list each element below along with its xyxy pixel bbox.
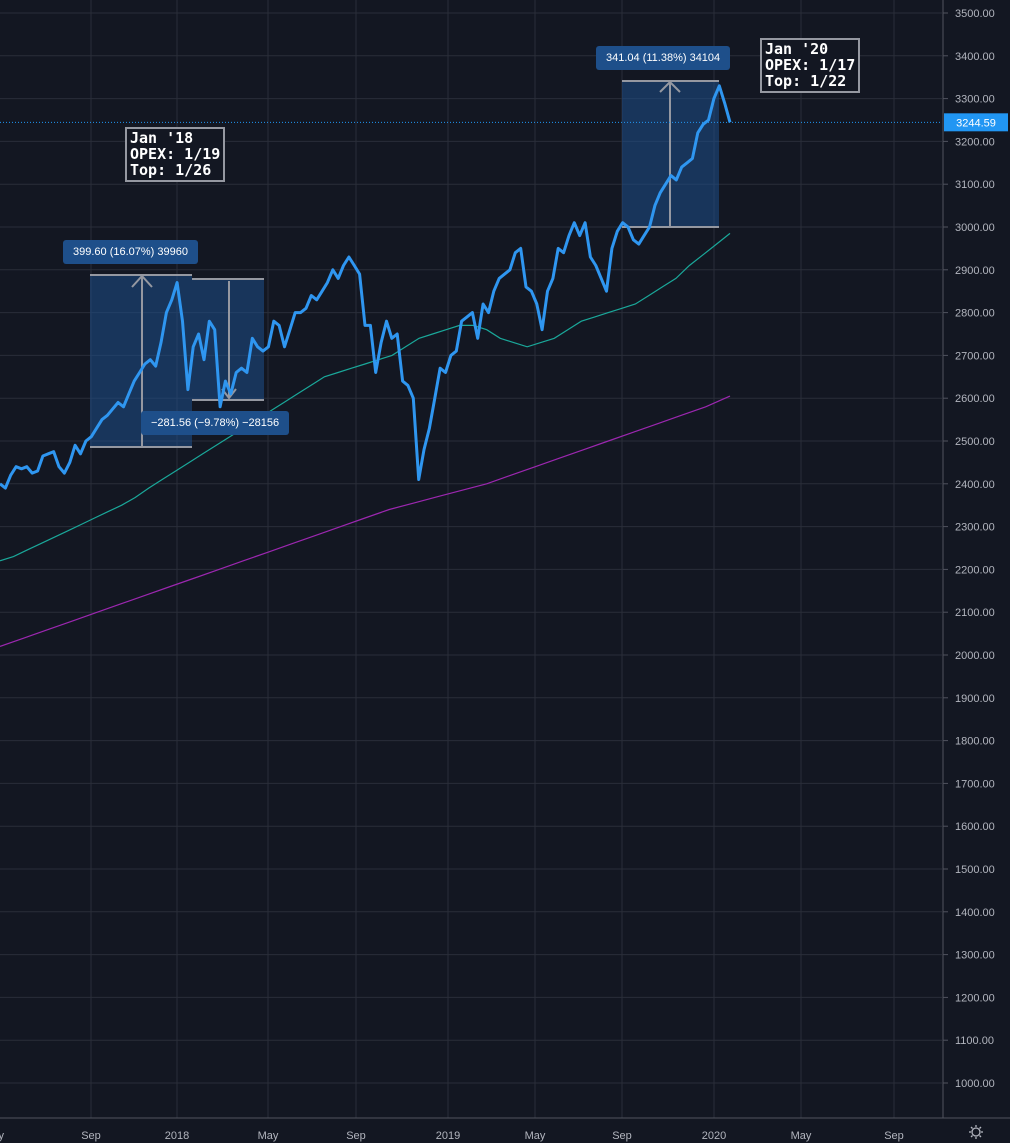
price-tick-label: 3200.00 (955, 136, 995, 148)
price-tick-label: 1100.00 (955, 1035, 994, 1047)
price-tick-label: 2300.00 (955, 522, 995, 534)
price-tick-label: 3400.00 (955, 51, 995, 63)
price-tick-label: 3100.00 (955, 179, 995, 191)
price-tick-label: 2000.00 (955, 650, 995, 662)
horizontal-gridlines (0, 12, 942, 1084)
price-tick-label: 1200.00 (955, 992, 995, 1004)
time-axis[interactable]: ay Sep 2018 May Sep 2019 May Sep 2020 May Sep (0, 1130, 904, 1142)
range-label-2018-up: 399.60 (16.07%) 39960 (63, 240, 198, 264)
note-jan-2020[interactable]: Jan '20 OPEX: 1/17 Top: 1/22 (760, 38, 861, 93)
time-tick-label: May (525, 1130, 546, 1142)
price-tick-label: 2800.00 (955, 308, 995, 320)
price-tick-label: 2900.00 (955, 265, 995, 277)
price-tick-label: 2100.00 (955, 607, 995, 619)
price-tick-label: 1600.00 (955, 821, 995, 833)
price-tick-label: 1800.00 (955, 736, 995, 748)
time-tick-label: ay (0, 1130, 4, 1142)
price-line (0, 84, 732, 490)
price-tick-label: 2400.00 (955, 479, 995, 491)
range-label-2020-up: 341.04 (11.38%) 34104 (596, 46, 731, 70)
price-tick-label: 3300.00 (955, 94, 995, 106)
price-tick-label: 1400.00 (955, 907, 995, 919)
time-tick-label: May (258, 1130, 279, 1142)
gear-icon[interactable] (969, 1125, 983, 1139)
price-tick-label: 2200.00 (955, 564, 995, 576)
price-tick-label: 1300.00 (955, 950, 995, 962)
time-tick-label: Sep (346, 1130, 366, 1142)
time-tick-label: Sep (884, 1130, 904, 1142)
last-price-badge (944, 113, 1008, 132)
range-lines (90, 80, 719, 448)
price-tick-label: 1700.00 (955, 778, 995, 790)
price-tick-label: 1000.00 (955, 1078, 995, 1090)
price-tick-label: 2500.00 (955, 436, 995, 448)
note-jan-2018[interactable]: Jan '18 OPEX: 1/19 Top: 1/26 (125, 127, 226, 182)
price-tick-label: 3500.00 (955, 8, 995, 20)
price-tick-label: 1900.00 (955, 693, 995, 705)
time-tick-label: May (791, 1130, 812, 1142)
moving-average-long-line (0, 395, 731, 647)
price-tick-label: 2600.00 (955, 393, 995, 405)
last-price-label: 3244.59 (956, 117, 996, 129)
price-tick-label: 3000.00 (955, 222, 995, 234)
time-tick-label: 2018 (165, 1130, 189, 1142)
moving-average-short-line (0, 232, 731, 562)
time-tick-label: 2020 (702, 1130, 726, 1142)
price-tick-label: 1500.00 (955, 864, 995, 876)
time-tick-label: Sep (612, 1130, 632, 1142)
price-tick-label: 2700.00 (955, 350, 995, 362)
time-tick-label: 2019 (436, 1130, 460, 1142)
price-axis[interactable]: 3500.00 3400.00 3300.00 3200.00 3100.00 3000.… (943, 8, 995, 1090)
range-label-2018-down: −281.56 (−9.78%) −28156 (141, 411, 290, 435)
time-tick-label: Sep (81, 1130, 101, 1142)
